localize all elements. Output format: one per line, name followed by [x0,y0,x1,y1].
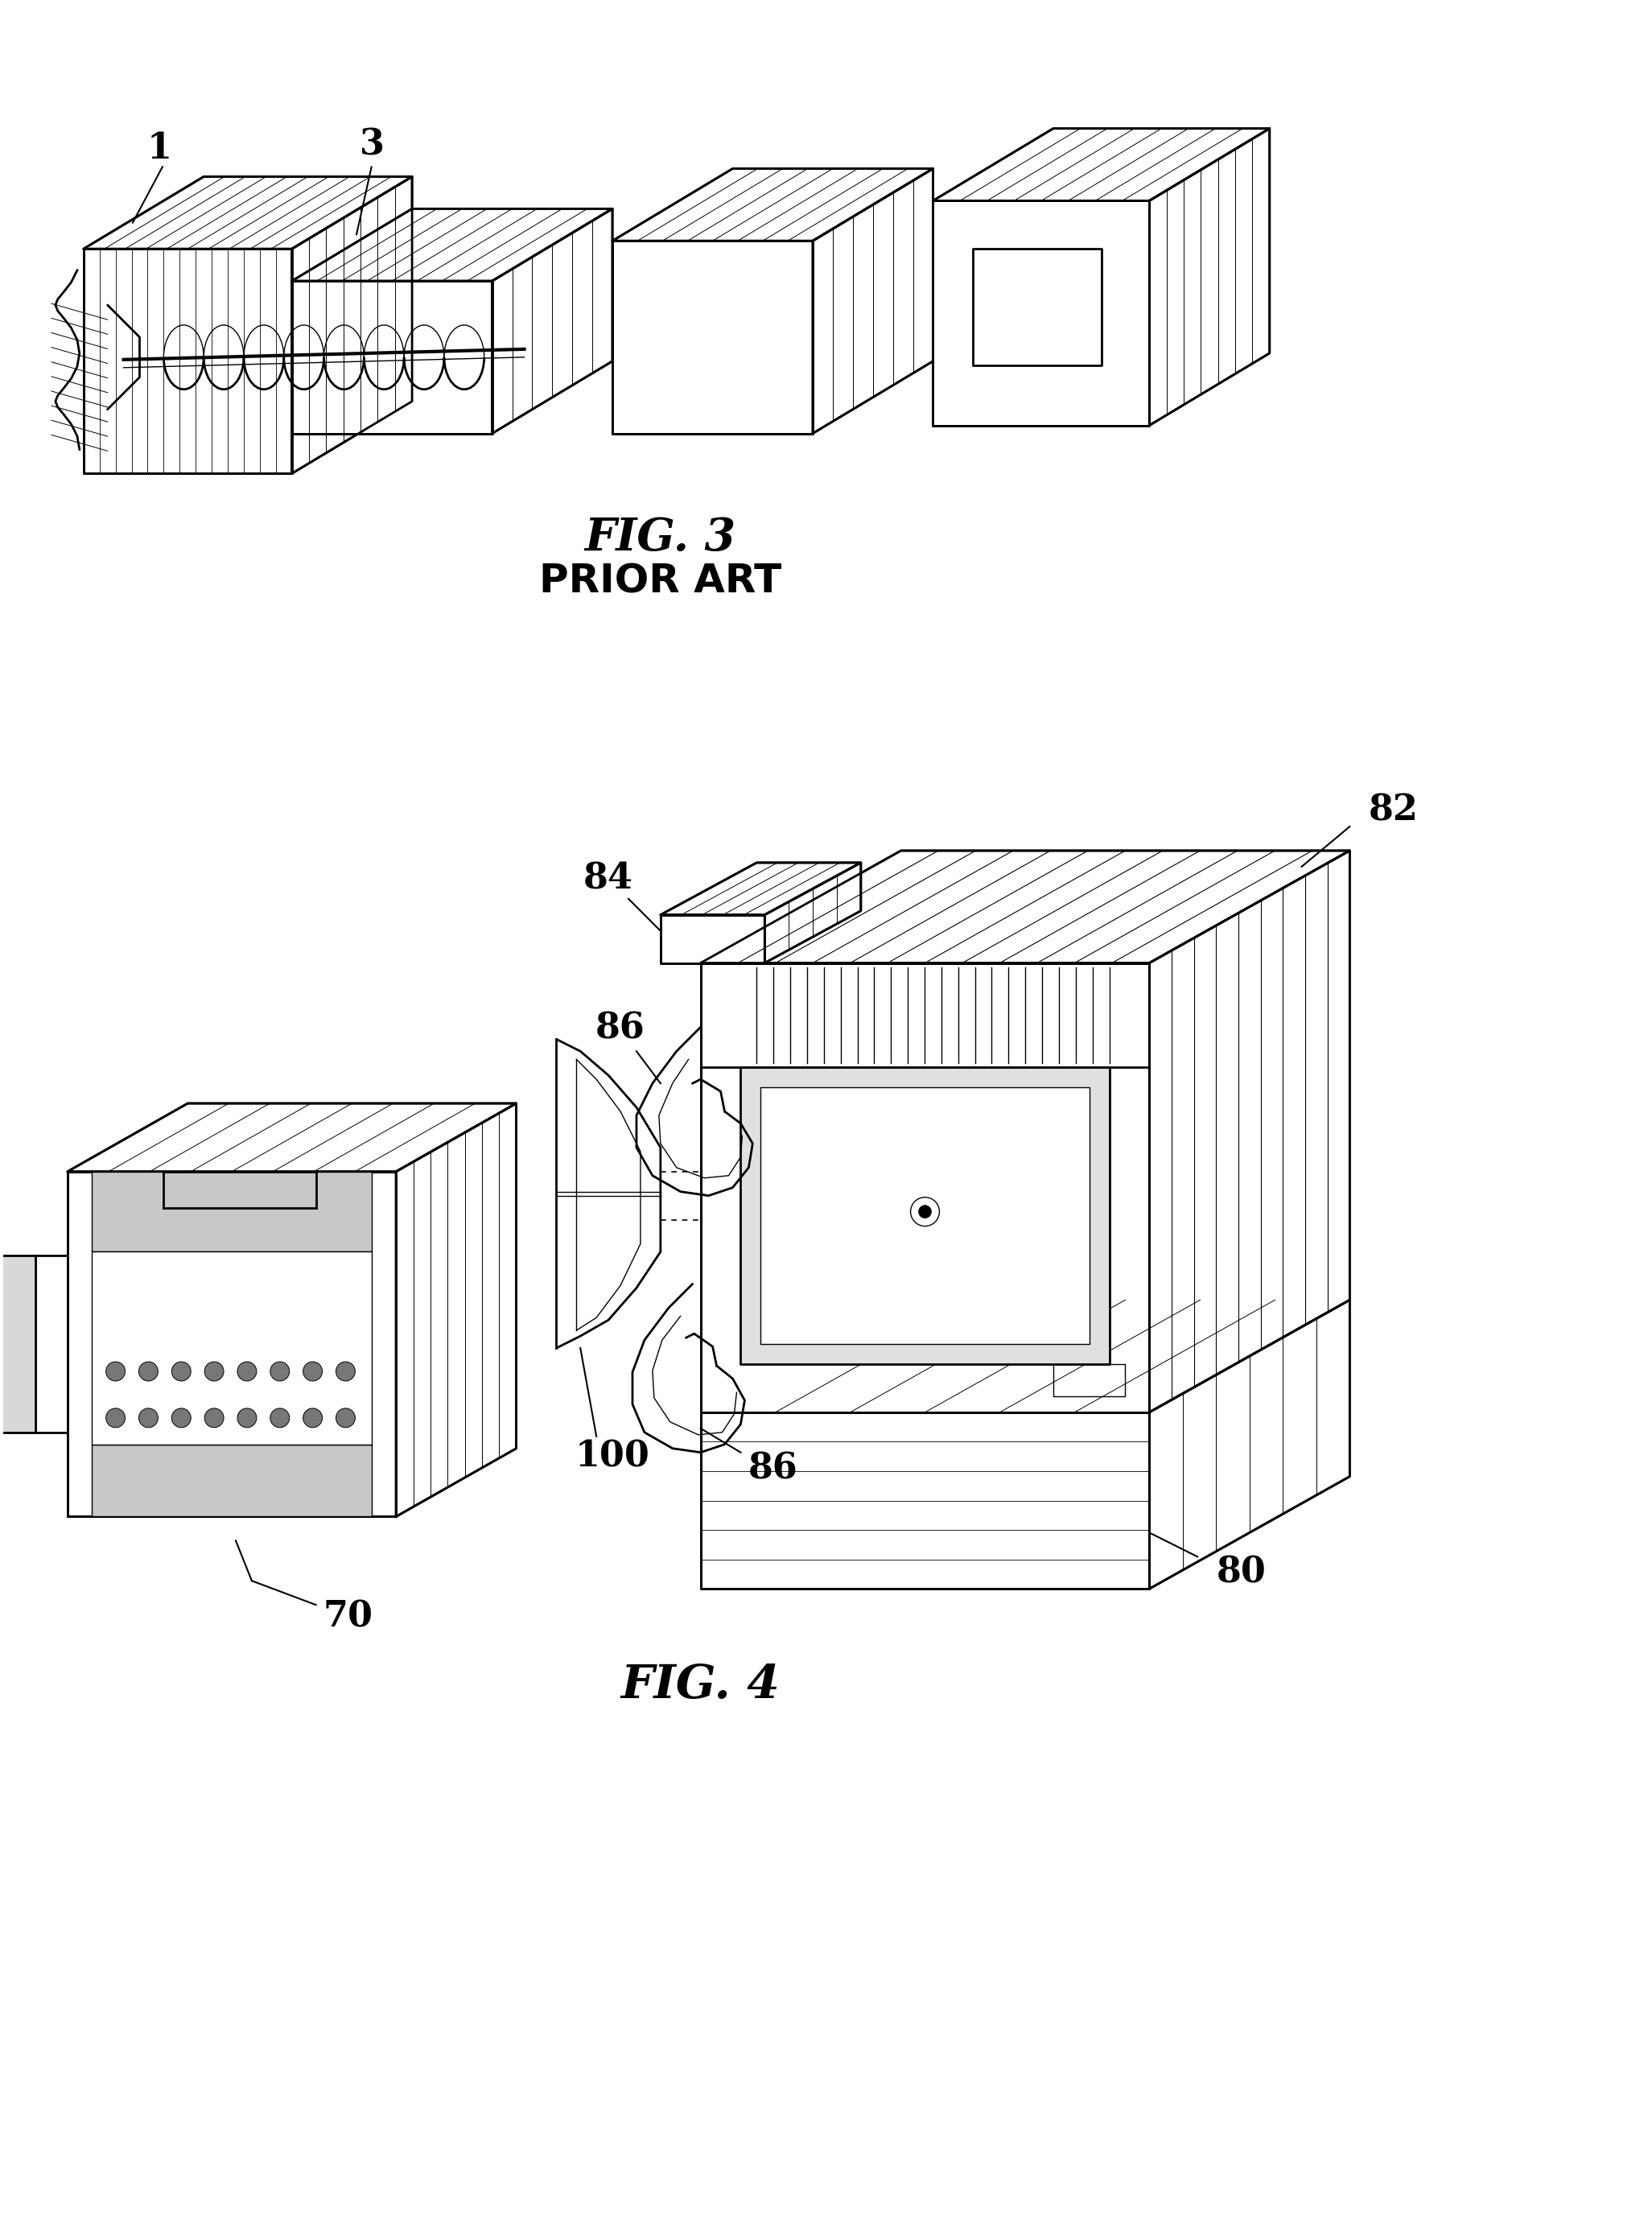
Polygon shape [84,248,292,472]
Polygon shape [91,1251,372,1444]
Polygon shape [700,852,1350,963]
Polygon shape [396,1102,517,1517]
Text: 100: 100 [575,1439,649,1473]
Polygon shape [700,1413,1150,1588]
Polygon shape [973,248,1102,366]
Circle shape [919,1204,932,1218]
Text: 3: 3 [360,126,385,162]
Polygon shape [1150,129,1270,426]
Circle shape [106,1362,126,1382]
Polygon shape [68,1102,517,1171]
Text: 82: 82 [1370,794,1419,827]
Polygon shape [661,863,861,914]
Polygon shape [613,242,813,433]
Polygon shape [765,863,861,963]
Text: 84: 84 [583,861,633,896]
Text: 86: 86 [748,1451,798,1486]
Polygon shape [1150,852,1350,1413]
Polygon shape [492,208,613,433]
Polygon shape [760,1087,1089,1344]
Text: FIG. 4: FIG. 4 [621,1661,780,1708]
Circle shape [302,1408,322,1428]
Circle shape [271,1362,289,1382]
Circle shape [139,1408,159,1428]
Circle shape [335,1362,355,1382]
Polygon shape [0,1255,35,1433]
Polygon shape [933,202,1150,426]
Polygon shape [91,1444,372,1517]
Circle shape [335,1408,355,1428]
Text: 70: 70 [324,1599,373,1635]
Text: PRIOR ART: PRIOR ART [539,563,781,601]
Circle shape [172,1362,192,1382]
Polygon shape [292,177,411,472]
Circle shape [271,1408,289,1428]
Circle shape [302,1362,322,1382]
Polygon shape [1150,1300,1350,1588]
Circle shape [238,1408,256,1428]
Polygon shape [661,914,765,963]
Polygon shape [84,177,411,248]
Text: 1: 1 [147,131,172,166]
Circle shape [106,1408,126,1428]
Text: FIG. 3: FIG. 3 [585,515,737,559]
Circle shape [205,1408,223,1428]
Polygon shape [91,1171,372,1251]
Text: 80: 80 [1216,1555,1267,1590]
Circle shape [205,1362,223,1382]
Circle shape [238,1362,256,1382]
Polygon shape [813,169,933,433]
Polygon shape [292,282,492,433]
Circle shape [139,1362,159,1382]
Polygon shape [68,1171,396,1517]
Polygon shape [700,963,1150,1413]
Polygon shape [613,169,933,242]
Circle shape [172,1408,192,1428]
Polygon shape [933,129,1270,202]
Polygon shape [292,208,613,282]
Polygon shape [740,1067,1108,1364]
Text: 86: 86 [596,1011,646,1047]
